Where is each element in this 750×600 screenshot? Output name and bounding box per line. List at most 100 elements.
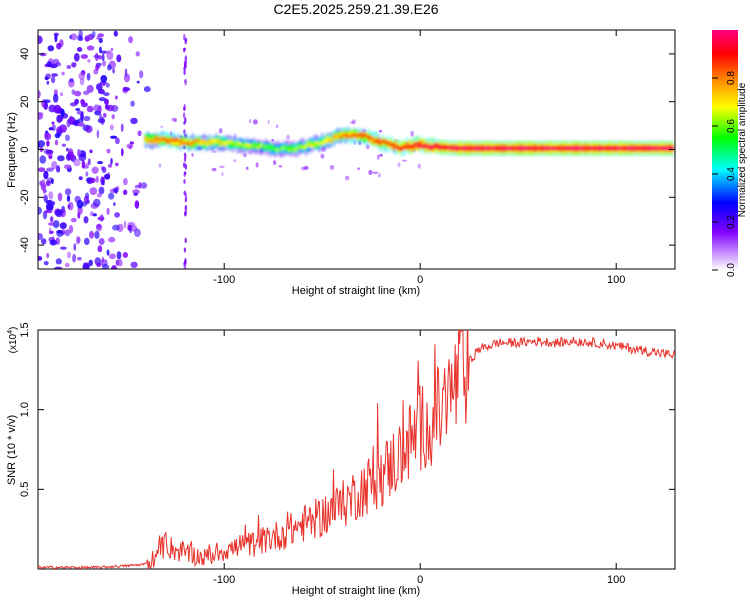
noise-blob	[66, 65, 72, 69]
noise-blob	[123, 177, 128, 186]
noise-blob	[97, 105, 102, 114]
ridge-cell	[457, 146, 461, 150]
ridge-cell	[522, 146, 527, 150]
noise-blob	[135, 51, 140, 57]
noise-blob	[87, 158, 91, 166]
ridge-cell	[278, 146, 282, 151]
noise-blob	[64, 229, 71, 237]
ridge-cell	[290, 147, 294, 154]
ridge-cell	[537, 146, 541, 150]
noise-blob	[77, 122, 85, 127]
snr-x-label: Height of straight line (km)	[292, 585, 420, 597]
ridge-cell	[205, 142, 209, 146]
noise-blob	[83, 90, 90, 96]
ridge-cell	[609, 146, 614, 150]
noise-blob	[96, 83, 103, 91]
noise-blob	[113, 30, 118, 37]
scatter-blob	[252, 119, 258, 125]
scatter-blob	[158, 163, 162, 168]
ridge-cell	[569, 146, 574, 150]
figure-title: C2E5.2025.259.21.39.E26	[273, 1, 438, 17]
ridge-cell	[250, 143, 254, 147]
ridge-cell	[541, 146, 545, 150]
ridge-cell	[318, 141, 322, 145]
ridge-cell	[649, 146, 654, 150]
y-tick-label: 0.5	[19, 482, 31, 497]
ridge-cell	[584, 146, 588, 150]
noise-blob	[85, 125, 93, 133]
noise-blob	[64, 262, 70, 268]
scatter-blob	[245, 166, 249, 170]
noise-blob	[97, 216, 105, 221]
noise-blob	[69, 78, 74, 83]
noise-blob	[140, 182, 148, 189]
streak-blob	[182, 112, 186, 119]
ridge-cell	[290, 145, 294, 149]
ridge-cell	[419, 140, 423, 147]
noise-blob	[122, 252, 129, 258]
ridge-cell	[186, 141, 190, 146]
noise-blob	[106, 148, 111, 154]
noise-blob	[98, 186, 105, 195]
scatter-blob	[219, 165, 225, 168]
ridge-cell	[426, 145, 430, 149]
ridge	[144, 126, 675, 158]
ridge-cell	[480, 146, 484, 150]
ridge-cell	[417, 144, 421, 149]
streak-blob	[183, 69, 186, 76]
noise-blob	[60, 246, 67, 250]
noise-blob	[68, 225, 74, 234]
streak-blob	[183, 47, 186, 51]
scatter-blob	[221, 172, 224, 176]
y-tick-label: -40	[19, 237, 31, 253]
ridge-cell	[315, 141, 320, 145]
ridge-cell	[553, 146, 557, 150]
x-tick-label: 100	[607, 274, 625, 286]
noise-blob	[65, 147, 69, 152]
ridge-cell	[640, 146, 644, 150]
ridge-cell	[579, 146, 583, 150]
ridge-cell	[605, 146, 609, 150]
noise-blobs	[38, 30, 421, 269]
noise-blob	[108, 192, 115, 200]
ridge-cell	[619, 146, 623, 150]
noise-blob	[87, 59, 91, 63]
noise-blob	[38, 233, 43, 240]
scatter-blob	[349, 121, 354, 124]
ridge-cell	[652, 146, 656, 150]
noise-blob	[56, 165, 61, 173]
snr-panel: -100 0 100 0.5 1.0 1.5 Height of straight lin…	[6, 322, 676, 597]
streak-blob	[184, 197, 188, 203]
x-tick-label: -100	[213, 274, 235, 286]
noise-blob	[50, 178, 54, 185]
ridge-cell	[466, 146, 470, 150]
scatter-blob	[357, 167, 360, 170]
streak-blob	[183, 162, 186, 168]
ridge-cell	[388, 142, 392, 146]
ridge-cell	[424, 144, 428, 148]
ridge-cell	[243, 144, 247, 148]
ridge-cell	[475, 146, 479, 150]
noise-blob	[102, 60, 106, 67]
ridge-cell	[574, 146, 578, 150]
noise-blob	[47, 45, 55, 52]
ridge-cell	[659, 146, 663, 150]
ridge-cell	[529, 146, 534, 150]
noise-blob	[108, 236, 116, 243]
noise-blob	[84, 237, 90, 245]
ridge-cell	[374, 139, 378, 143]
noise-blob	[137, 130, 142, 137]
noise-blob	[112, 187, 119, 194]
ridge-cell	[212, 139, 216, 143]
noise-blob	[130, 117, 138, 125]
ridge-cell	[320, 141, 324, 146]
noise-blob	[52, 201, 55, 206]
ridge-cell	[577, 146, 581, 150]
noise-blob	[105, 82, 110, 88]
ridge-cell	[224, 142, 228, 146]
noise-blob	[143, 86, 151, 93]
ridge-cell	[240, 143, 244, 147]
noise-blob	[57, 155, 65, 162]
ridge-cell	[534, 146, 538, 150]
snr-content	[38, 330, 675, 569]
